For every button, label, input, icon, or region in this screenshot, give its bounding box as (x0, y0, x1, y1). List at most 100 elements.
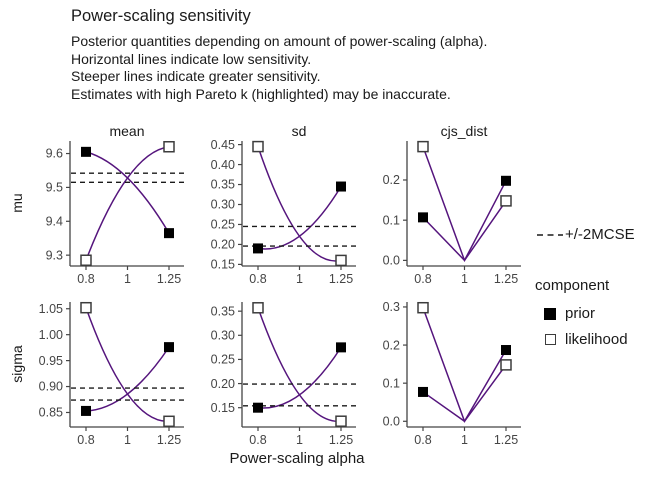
prior-point (81, 146, 91, 157)
x-tick-label: 0.8 (249, 433, 266, 447)
prior-point (336, 342, 346, 353)
plot-subtitle: Posterior quantities depending on amount… (71, 33, 487, 103)
x-tick-label: 1.25 (494, 433, 518, 447)
likelihood-point (335, 415, 347, 427)
y-tick-label: 0.35 (211, 178, 235, 192)
panel-sigma-cjs_dist: 0.0 0.1 0.2 0.3 0.8 1 1.25 (383, 300, 521, 447)
y-tick-label: 9.3 (46, 248, 63, 262)
y-tick-label: 0.0 (383, 254, 400, 268)
likelihood-point (417, 140, 429, 153)
legend-item-mcse: +/-2MCSE (535, 226, 672, 243)
prior-point (336, 181, 346, 192)
likelihood-point (335, 254, 347, 267)
likelihood-point (163, 141, 175, 153)
y-tick-label: 0.2 (383, 173, 400, 187)
y-tick-label: 0.3 (383, 300, 400, 314)
legend-prior-label: prior (565, 305, 596, 322)
x-tick-label: 1.25 (494, 272, 518, 286)
panel-sigma-mean: 0.85 0.90 0.95 1.00 1.05 0.8 1 1.25 (39, 301, 184, 447)
y-tick-label: 0.85 (39, 406, 63, 420)
x-tick-label: 1.25 (157, 433, 181, 447)
prior-point (253, 402, 263, 413)
x-tick-label: 1.25 (329, 433, 353, 447)
open-square-key-icon (535, 334, 565, 345)
y-tick-label: 0.30 (211, 329, 235, 343)
likelihood-point (80, 301, 92, 314)
prior-curve (422, 180, 507, 262)
subtitle-line: Estimates with high Pareto k (highlighte… (71, 85, 451, 102)
x-tick-label: 1.25 (329, 272, 353, 286)
x-tick-label: 0.8 (249, 272, 266, 286)
y-tick-label: 0.25 (211, 353, 235, 367)
prior-curve (85, 151, 170, 234)
panel-mu-sd: 0.15 0.20 0.25 0.30 0.35 0.40 0.45 0.8 1 1.25 (211, 138, 356, 286)
legend-item-prior: prior (535, 305, 672, 322)
y-tick-label: 9.6 (46, 147, 63, 161)
prior-point (164, 228, 174, 239)
dashed-line-key-icon (535, 228, 565, 242)
facet-strip-mean: mean (109, 123, 145, 139)
prior-curve (85, 346, 170, 412)
y-tick-label: 9.4 (46, 214, 63, 228)
likelihood-curve (257, 146, 342, 262)
y-tick-label: 1.00 (39, 328, 63, 342)
panel-mu-cjs_dist: 0.0 0.1 0.2 0.8 1 1.25 (383, 140, 521, 286)
row-label-sigma: sigma (9, 345, 25, 383)
likelihood-curve (85, 307, 170, 423)
y-tick-label: 0.25 (211, 218, 235, 232)
prior-point (253, 243, 263, 254)
subtitle-line: Horizontal lines indicate low sensitivit… (71, 50, 312, 67)
likelihood-curve (85, 146, 170, 261)
prior-point (164, 342, 174, 353)
x-tick-label: 0.8 (77, 433, 94, 447)
y-tick-label: 0.15 (211, 401, 235, 415)
likelihood-point (163, 415, 175, 428)
likelihood-point (252, 140, 264, 153)
prior-point (418, 212, 428, 223)
likelihood-curve (257, 307, 342, 422)
x-tick-label: 1 (124, 272, 131, 286)
y-tick-label: 0.2 (383, 338, 400, 352)
y-tick-label: 0.20 (211, 377, 235, 391)
x-tick-label: 0.8 (414, 433, 431, 447)
likelihood-curve (422, 307, 507, 423)
prior-curve (257, 346, 342, 409)
y-tick-label: 1.05 (39, 302, 63, 316)
y-tick-label: 0.1 (383, 376, 400, 390)
panel-sigma-sd: 0.15 0.20 0.25 0.30 0.35 0.8 1 1.25 (211, 302, 356, 447)
prior-curve (422, 349, 507, 423)
x-axis-title: Power-scaling alpha (229, 450, 365, 467)
y-tick-label: 0.35 (211, 304, 235, 318)
row-label-mu: mu (9, 193, 25, 213)
likelihood-point (500, 195, 512, 207)
prior-point (501, 345, 511, 356)
likelihood-point (80, 254, 92, 266)
y-tick-label: 0.1 (383, 213, 400, 227)
prior-point (418, 386, 428, 397)
likelihood-point (252, 302, 264, 314)
likelihood-curve (422, 146, 507, 262)
prior-point (501, 175, 511, 186)
legend-item-likelihood: likelihood (535, 331, 672, 348)
y-tick-label: 0.45 (211, 138, 235, 152)
y-tick-label: 0.40 (211, 158, 235, 172)
legend: +/-2MCSE component prior likelihood (535, 226, 672, 348)
subtitle-line: Steeper lines indicate greater sensitivi… (71, 68, 321, 84)
y-tick-label: 0.20 (211, 238, 235, 252)
likelihood-point (417, 301, 429, 314)
legend-mcse-label: +/-2MCSE (565, 226, 635, 243)
facet-strip-cjs-dist: cjs_dist (440, 123, 488, 139)
y-tick-label: 0.90 (39, 380, 63, 394)
prior-point (81, 405, 91, 416)
x-tick-label: 1.25 (157, 272, 181, 286)
x-tick-label: 1 (461, 433, 468, 447)
y-tick-label: 0.30 (211, 198, 235, 212)
legend-likelihood-label: likelihood (565, 331, 628, 348)
facet-strip-sd: sd (291, 123, 307, 139)
y-tick-label: 9.5 (46, 181, 63, 195)
x-tick-label: 1 (124, 433, 131, 447)
prior-curve (257, 186, 342, 250)
y-tick-label: 0.0 (383, 414, 400, 428)
filled-square-key-icon (535, 307, 565, 320)
x-tick-label: 0.8 (414, 272, 431, 286)
